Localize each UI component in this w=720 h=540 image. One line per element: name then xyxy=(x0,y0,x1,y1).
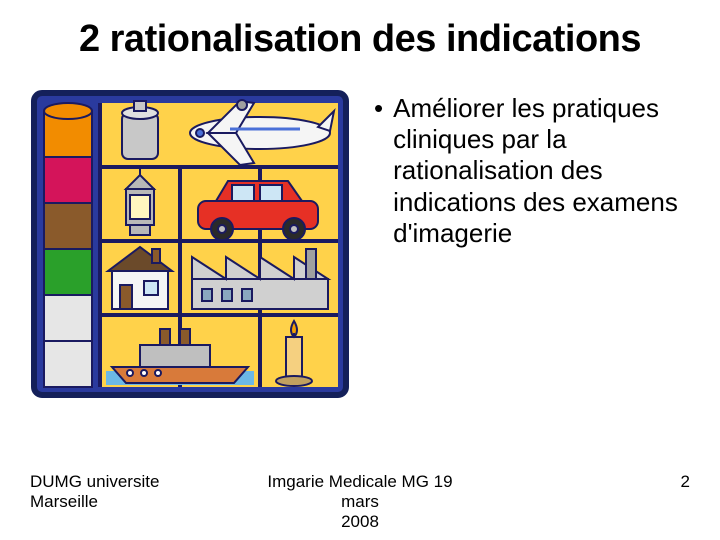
transport-grid-icon xyxy=(30,89,350,399)
clipart-image xyxy=(30,89,350,399)
slide-footer: DUMG universite Marseille Imgarie Medica… xyxy=(0,472,720,532)
bullet-item: • Améliorer les pratiques cliniques par … xyxy=(374,93,690,249)
bullet-marker: • xyxy=(374,93,383,249)
footer-page-number: 2 xyxy=(472,472,690,532)
footer-left: DUMG universite Marseille xyxy=(30,472,248,532)
slide-title: 2 rationalisation des indications xyxy=(30,18,690,61)
slide-container: 2 rationalisation des indications xyxy=(0,0,720,540)
bullet-text: Améliorer les pratiques cliniques par la… xyxy=(393,93,690,249)
footer-center: Imgarie Medicale MG 19 mars 2008 xyxy=(248,472,472,532)
